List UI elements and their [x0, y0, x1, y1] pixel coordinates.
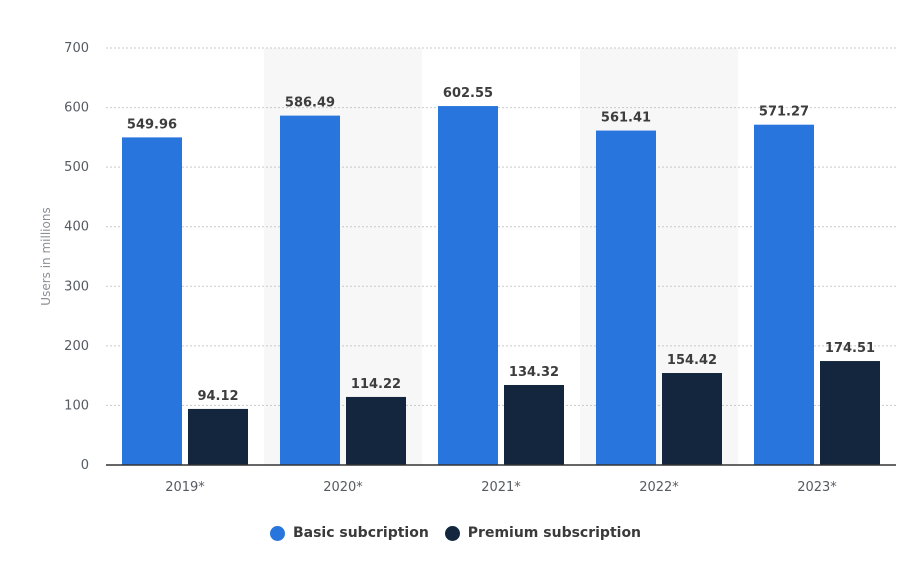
y-tick-label: 700 — [64, 41, 89, 56]
y-tick-label: 0 — [81, 458, 89, 473]
legend: Basic subcription Premium subscription — [0, 525, 911, 541]
x-tick-label: 2021* — [481, 480, 521, 495]
y-tick-label: 100 — [64, 398, 89, 413]
bar-premium[interactable] — [504, 384, 564, 465]
data-label: 571.27 — [759, 105, 809, 120]
data-label: 154.42 — [667, 353, 717, 368]
bar-basic[interactable] — [280, 115, 340, 465]
y-axis-label: Users in millions — [39, 207, 53, 305]
x-tick-label: 2020* — [323, 480, 363, 495]
data-label: 586.49 — [285, 96, 335, 111]
bar-chart: 0 100 200 300 400 500 600 700 Users in millions 5… — [39, 41, 896, 495]
data-label: 602.55 — [443, 86, 493, 101]
bar-basic[interactable] — [754, 124, 814, 465]
data-label: 174.51 — [825, 341, 875, 356]
bar-basic[interactable] — [596, 130, 656, 465]
bar-basic[interactable] — [122, 137, 182, 465]
y-tick-label: 400 — [64, 220, 89, 235]
legend-marker-basic — [269, 525, 285, 541]
x-tick-label: 2019* — [165, 480, 205, 495]
y-tick-label: 300 — [64, 279, 89, 294]
x-tick-label: 2022* — [639, 480, 679, 495]
y-tick-label: 600 — [64, 101, 89, 116]
bar-premium[interactable] — [188, 408, 248, 465]
data-label: 549.96 — [127, 117, 177, 132]
y-tick-label: 200 — [64, 339, 89, 354]
legend-item-basic[interactable]: Basic subcription — [269, 525, 429, 541]
legend-marker-premium — [444, 525, 460, 541]
legend-item-premium[interactable]: Premium subscription — [444, 525, 642, 541]
bar-premium[interactable] — [820, 361, 880, 465]
data-label: 94.12 — [197, 389, 238, 404]
data-label: 561.41 — [601, 111, 651, 126]
x-tick-label: 2023* — [797, 480, 837, 495]
legend-label-basic: Basic subcription — [292, 525, 429, 541]
bar-premium[interactable] — [346, 396, 406, 465]
data-label: 114.22 — [351, 377, 401, 392]
bar-basic[interactable] — [438, 106, 498, 465]
y-tick-label: 500 — [64, 160, 89, 175]
legend-label-premium: Premium subscription — [467, 525, 642, 541]
bar-premium[interactable] — [662, 373, 722, 465]
data-label: 134.32 — [509, 365, 559, 380]
